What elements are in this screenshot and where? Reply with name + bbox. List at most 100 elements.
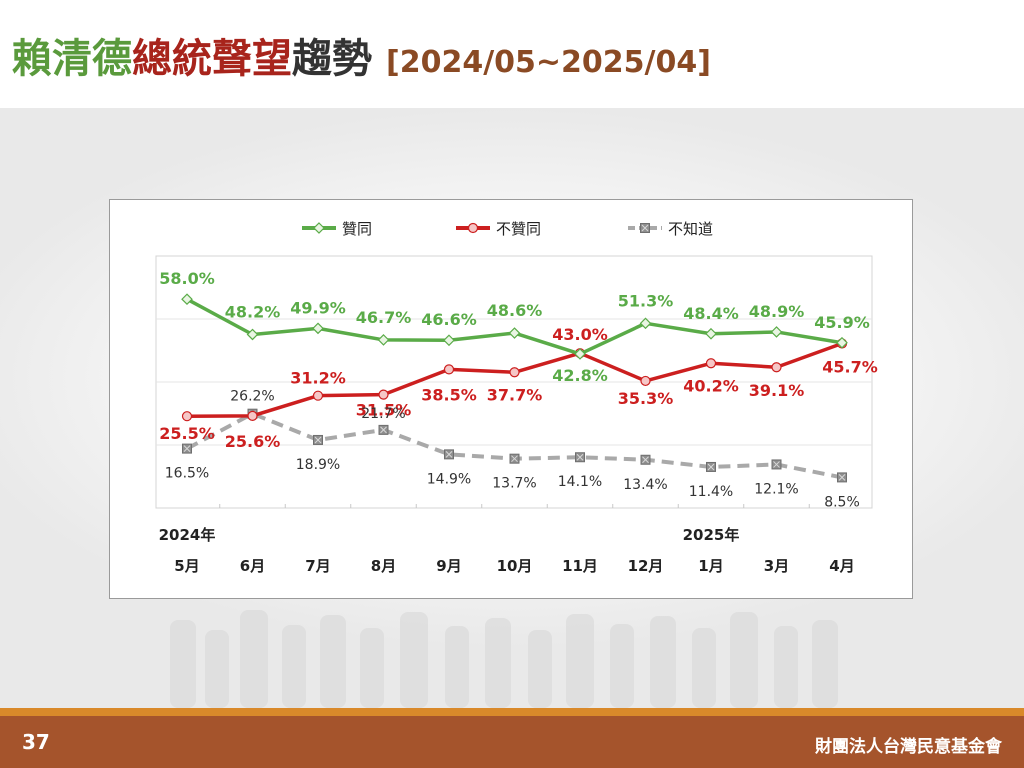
data-label-3-4: 21.7% <box>361 406 405 422</box>
data-label-2-3: 31.2% <box>290 369 346 388</box>
data-label-3-3: 18.9% <box>296 457 340 473</box>
footer-bar: 37 財團法人台灣民意基金會 <box>0 716 1024 768</box>
x-tick-label: 4月 <box>829 557 854 575</box>
title-part-2: 總統聲望 <box>132 36 292 82</box>
x-tick-label: 5月 <box>174 557 199 575</box>
grid-lines <box>156 318 872 508</box>
data-label-3-7: 14.1% <box>558 474 602 490</box>
data-point-1-4 <box>377 334 390 346</box>
data-label-1-7: 42.8% <box>552 366 608 385</box>
data-label-2-7: 43.0% <box>552 325 608 344</box>
legend-marker <box>467 222 479 234</box>
legend-item-3: 不知道 <box>628 220 713 238</box>
data-point-3-4 <box>378 424 389 435</box>
data-label-2-4: 31.5% <box>356 401 412 420</box>
year-label: 2024年 <box>159 526 216 544</box>
data-label-3-8: 13.4% <box>623 477 667 493</box>
year-label: 2025年 <box>683 526 740 544</box>
data-point-3-9 <box>706 461 716 472</box>
data-point-3-10 <box>771 459 782 470</box>
data-point-2-1 <box>181 411 193 422</box>
title-part-3: 趨勢 <box>292 36 372 82</box>
crowd-silhouette-decoration <box>170 610 838 708</box>
data-point-1-5 <box>443 334 455 347</box>
data-label-2-8: 35.3% <box>618 389 674 408</box>
data-point-1-11 <box>836 336 848 349</box>
data-label-3-2: 26.2% <box>230 389 274 405</box>
x-tick-label: 9月 <box>436 557 461 575</box>
data-label-1-8: 51.3% <box>618 291 674 310</box>
title-date-range: [2024/05~2025/04] <box>386 45 711 80</box>
data-label-1-1: 58.0% <box>159 269 215 288</box>
x-tick-label: 6月 <box>240 557 265 575</box>
x-tick-label: 8月 <box>371 557 396 575</box>
data-point-1-1 <box>181 293 193 306</box>
legend-marker <box>313 222 325 234</box>
data-point-1-2 <box>246 328 259 341</box>
data-label-3-5: 14.9% <box>427 471 471 487</box>
title-bar: 賴清德總統聲望趨勢 [2024/05~2025/04] <box>0 0 1024 108</box>
data-label-3-1: 16.5% <box>165 466 209 482</box>
x-tick-label: 1月 <box>698 557 723 575</box>
data-point-2-2 <box>247 410 258 421</box>
series-group <box>181 293 848 483</box>
data-point-2-3 <box>312 390 324 401</box>
data-point-2-6 <box>509 367 520 378</box>
data-point-3-1 <box>182 443 192 454</box>
data-point-2-10 <box>771 362 782 373</box>
data-point-1-8 <box>639 317 652 330</box>
chart-card: 贊同 不贊同 不知道 58.0% 48.2% 49.9% 46.7% 46.6% 48.6% 4… <box>109 199 913 599</box>
data-point-3-5 <box>444 449 454 460</box>
data-label-2-2: 25.6% <box>225 432 281 451</box>
data-label-2-10: 39.1% <box>749 381 805 400</box>
data-label-1-11: 45.9% <box>814 313 870 332</box>
approval-trend-chart: 贊同 不贊同 不知道 58.0% 48.2% 49.9% 46.7% 46.6% 48.6% 4… <box>155 220 878 575</box>
page-title: 賴清德總統聲望趨勢 [2024/05~2025/04] <box>12 26 711 84</box>
data-point-1-10 <box>770 326 783 338</box>
data-label-2-11: 45.7% <box>822 357 878 376</box>
footer-accent-line <box>0 708 1024 716</box>
data-label-3-9: 11.4% <box>689 484 733 500</box>
data-point-2-9 <box>705 358 717 369</box>
legend-marker <box>640 223 650 233</box>
data-label-1-3: 49.9% <box>290 298 346 317</box>
data-label-3-11: 8.5% <box>824 494 860 510</box>
data-label-1-5: 46.6% <box>421 310 477 329</box>
chart-legend: 贊同 不贊同 不知道 <box>302 220 713 238</box>
data-label-2-1: 25.5% <box>159 424 215 443</box>
x-tick-label: 12月 <box>628 557 664 575</box>
data-point-3-3 <box>313 434 323 445</box>
data-point-2-4 <box>378 389 389 400</box>
data-point-1-6 <box>508 327 521 339</box>
x-tick-label: 7月 <box>305 557 330 575</box>
page-number: 37 <box>22 730 50 754</box>
data-label-1-4: 46.7% <box>356 308 412 327</box>
x-tick-label: 3月 <box>764 557 789 575</box>
legend-item-1: 贊同 <box>302 220 372 238</box>
legend-label: 不知道 <box>668 220 713 238</box>
data-label-1-2: 48.2% <box>225 302 281 321</box>
x-tick-label: 10月 <box>497 557 533 575</box>
legend-label: 不贊同 <box>496 220 541 238</box>
legend-label: 贊同 <box>342 220 372 238</box>
data-point-1-3 <box>312 322 324 335</box>
data-label-3-6: 13.7% <box>492 476 536 492</box>
data-label-3-10: 12.1% <box>754 481 798 497</box>
legend-item-2: 不贊同 <box>456 220 541 238</box>
x-axis: 2024年 2025年 5月 6月 7月 8月 9月 10月 11月 12月 1月 3月 4月 <box>159 526 855 575</box>
data-point-1-9 <box>705 327 717 340</box>
data-point-2-8 <box>640 375 651 387</box>
x-tick-label: 11月 <box>562 557 598 575</box>
data-labels: 58.0% 48.2% 49.9% 46.7% 46.6% 48.6% 42.8% 51.3%… <box>159 269 878 510</box>
data-label-2-6: 37.7% <box>487 385 543 404</box>
data-point-3-7 <box>575 452 585 463</box>
data-label-2-5: 38.5% <box>421 385 477 404</box>
data-point-2-5 <box>443 364 455 375</box>
data-label-1-10: 48.9% <box>749 302 805 321</box>
data-point-3-11 <box>837 472 847 483</box>
organization-name: 財團法人台灣民意基金會 <box>815 737 1002 757</box>
data-label-1-9: 48.4% <box>683 304 739 323</box>
data-point-1-7 <box>574 348 586 360</box>
data-label-1-6: 48.6% <box>487 301 543 320</box>
data-point-3-8 <box>640 454 651 465</box>
